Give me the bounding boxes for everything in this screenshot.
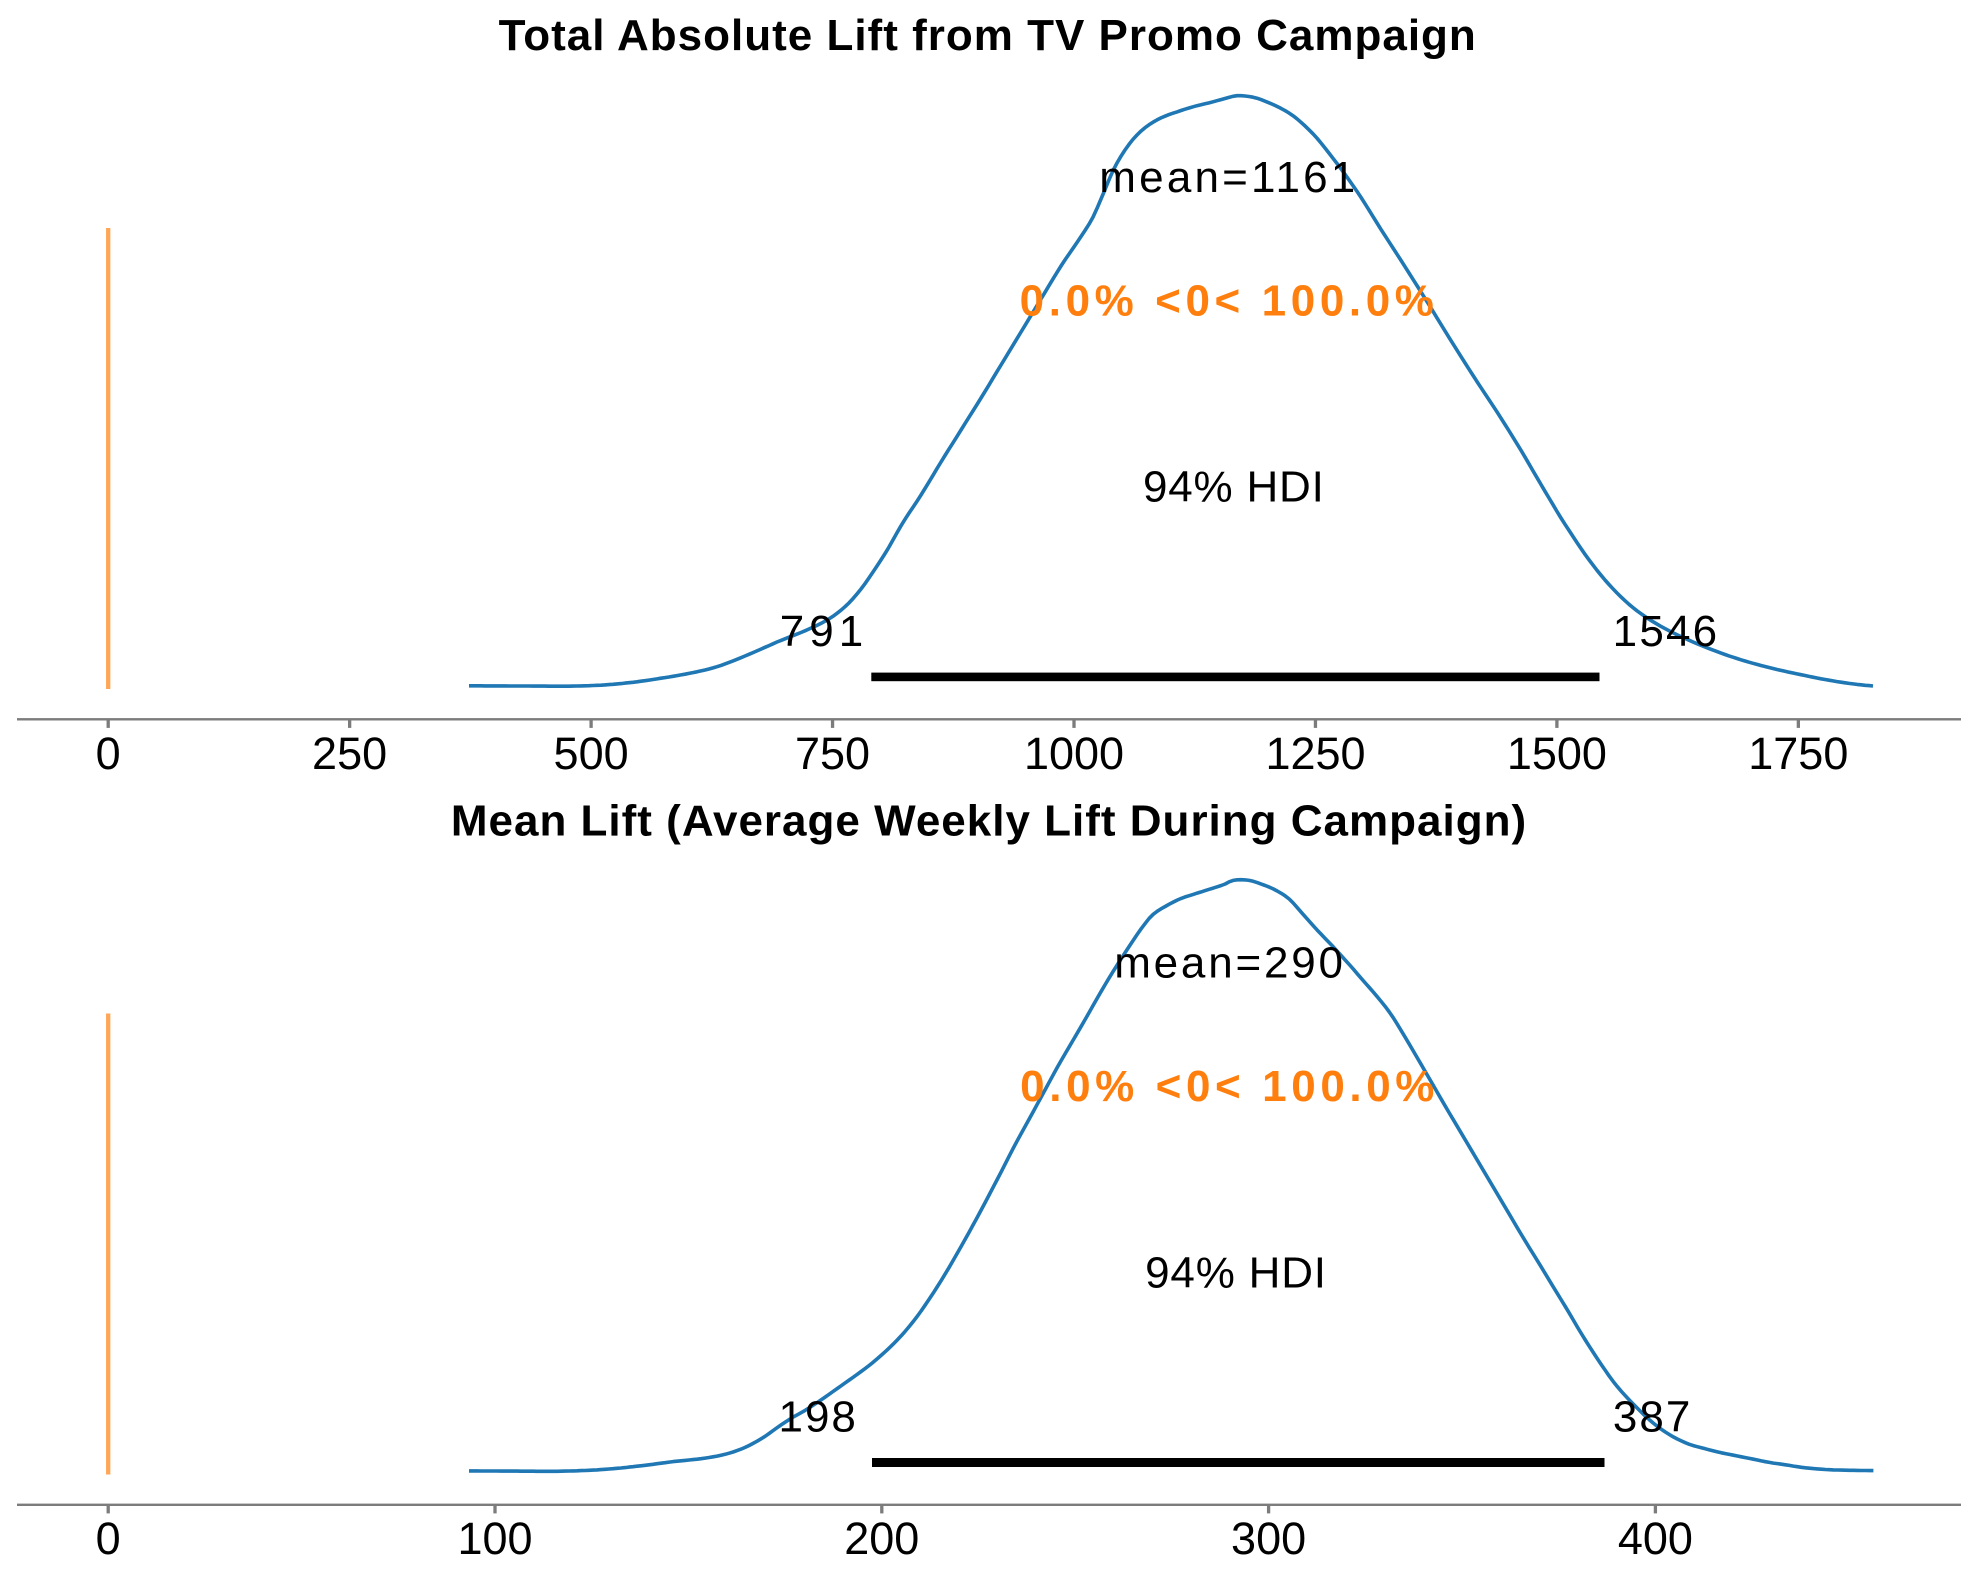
svg-text:387: 387 bbox=[1613, 1393, 1692, 1442]
svg-text:750: 750 bbox=[795, 728, 870, 779]
svg-text:1250: 1250 bbox=[1265, 728, 1365, 779]
svg-text:1500: 1500 bbox=[1507, 728, 1607, 779]
svg-text:200: 200 bbox=[844, 1513, 919, 1564]
svg-text:0.0% <0< 100.0%: 0.0% <0< 100.0% bbox=[1020, 1062, 1439, 1111]
svg-text:100: 100 bbox=[457, 1513, 532, 1564]
svg-text:mean=1161: mean=1161 bbox=[1099, 153, 1358, 202]
svg-text:300: 300 bbox=[1231, 1513, 1306, 1564]
svg-text:1750: 1750 bbox=[1748, 728, 1848, 779]
svg-text:1546: 1546 bbox=[1613, 607, 1720, 656]
svg-text:mean=290: mean=290 bbox=[1114, 939, 1346, 988]
svg-text:Mean Lift (Average Weekly Lift: Mean Lift (Average Weekly Lift During Ca… bbox=[451, 797, 1527, 846]
svg-text:400: 400 bbox=[1618, 1513, 1693, 1564]
svg-text:250: 250 bbox=[312, 728, 387, 779]
svg-text:1000: 1000 bbox=[1024, 728, 1124, 779]
svg-text:198: 198 bbox=[778, 1393, 857, 1442]
svg-text:500: 500 bbox=[554, 728, 629, 779]
svg-text:0: 0 bbox=[96, 1513, 121, 1564]
svg-text:0.0% <0< 100.0%: 0.0% <0< 100.0% bbox=[1020, 277, 1439, 326]
svg-text:Total Absolute Lift from TV Pr: Total Absolute Lift from TV Promo Campai… bbox=[499, 11, 1477, 60]
svg-text:94% HDI: 94% HDI bbox=[1143, 463, 1325, 512]
svg-text:0: 0 bbox=[96, 728, 121, 779]
svg-text:791: 791 bbox=[780, 607, 868, 656]
svg-text:94% HDI: 94% HDI bbox=[1145, 1249, 1327, 1298]
